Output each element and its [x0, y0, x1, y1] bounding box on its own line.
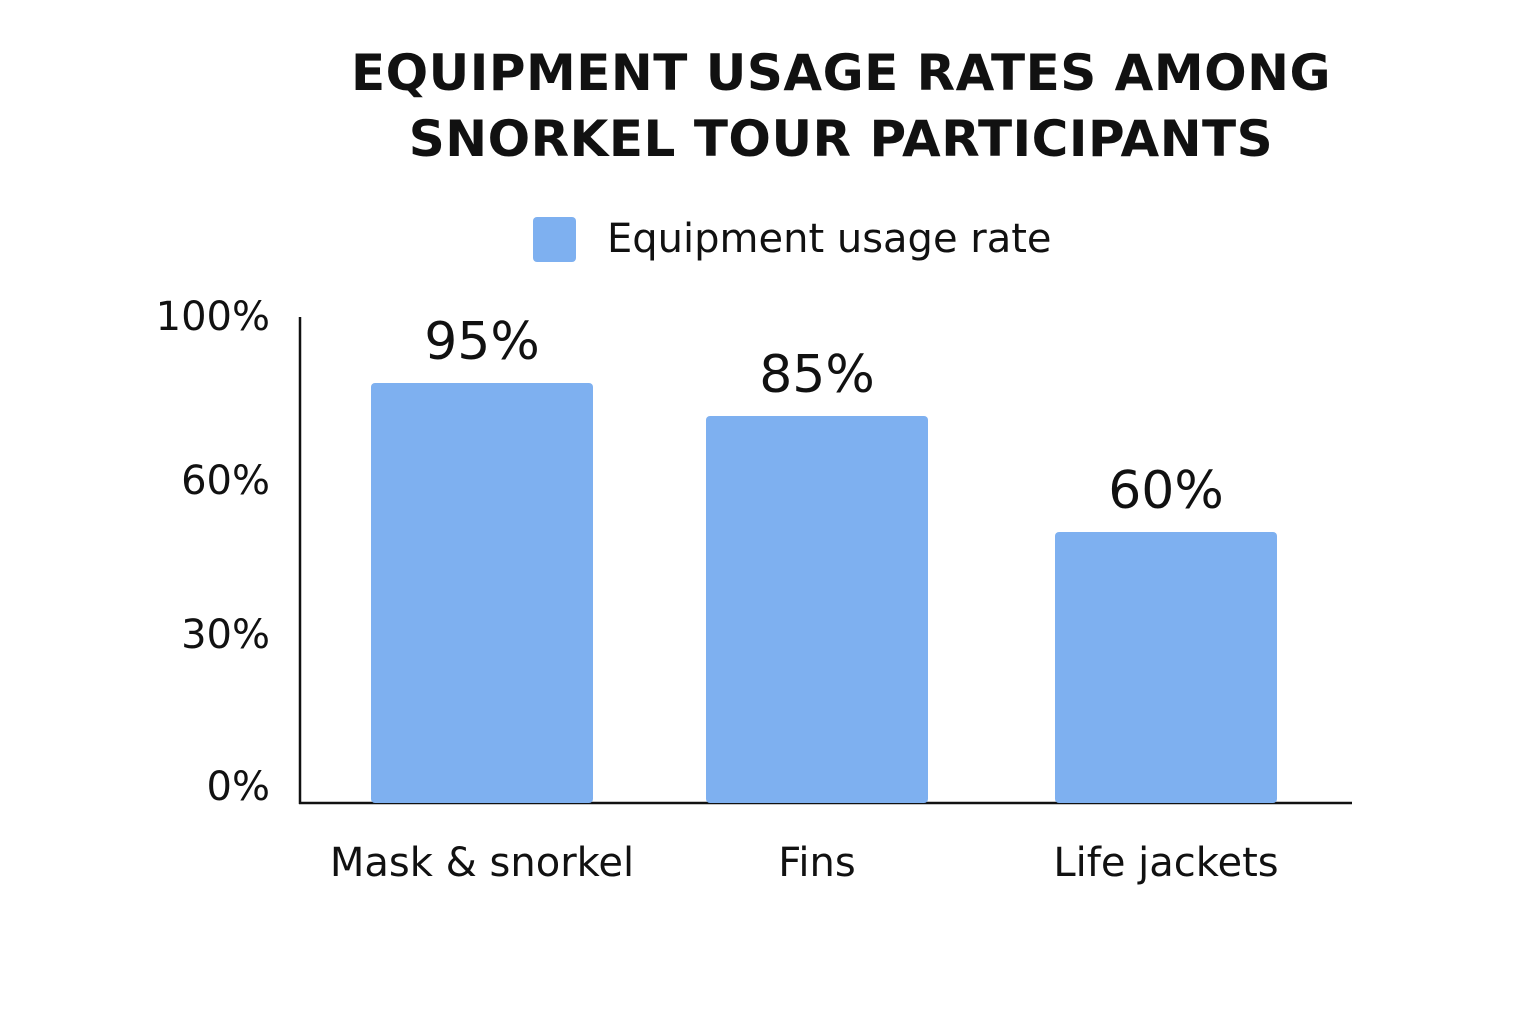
legend-label: Equipment usage rate	[607, 216, 1052, 262]
bar-0	[371, 383, 593, 803]
y-tick-label: 60%	[181, 458, 270, 504]
y-tick-label: 30%	[181, 612, 270, 658]
y-tick-label: 0%	[207, 764, 270, 810]
chart-title-line-2: SNORKEL TOUR PARTICIPANTS	[408, 110, 1274, 168]
x-category-label: Fins	[778, 840, 855, 886]
legend-swatch	[533, 216, 576, 262]
bar-1	[706, 416, 928, 803]
data-label: 95%	[424, 312, 540, 372]
x-category-label: Mask & snorkel	[330, 840, 634, 886]
data-label: 60%	[1108, 461, 1224, 521]
y-tick-label: 100%	[156, 294, 270, 340]
bar-2	[1055, 532, 1277, 803]
chart-legend: Equipment usage rate	[533, 216, 1052, 262]
chart-title-line-1: EQUIPMENT USAGE RATES AMONG	[350, 44, 1332, 102]
x-category-label: Life jackets	[1053, 840, 1278, 886]
data-label: 85%	[759, 345, 875, 405]
chart-title: EQUIPMENT USAGE RATES AMONG SNORKEL TOUR…	[0, 40, 1536, 172]
